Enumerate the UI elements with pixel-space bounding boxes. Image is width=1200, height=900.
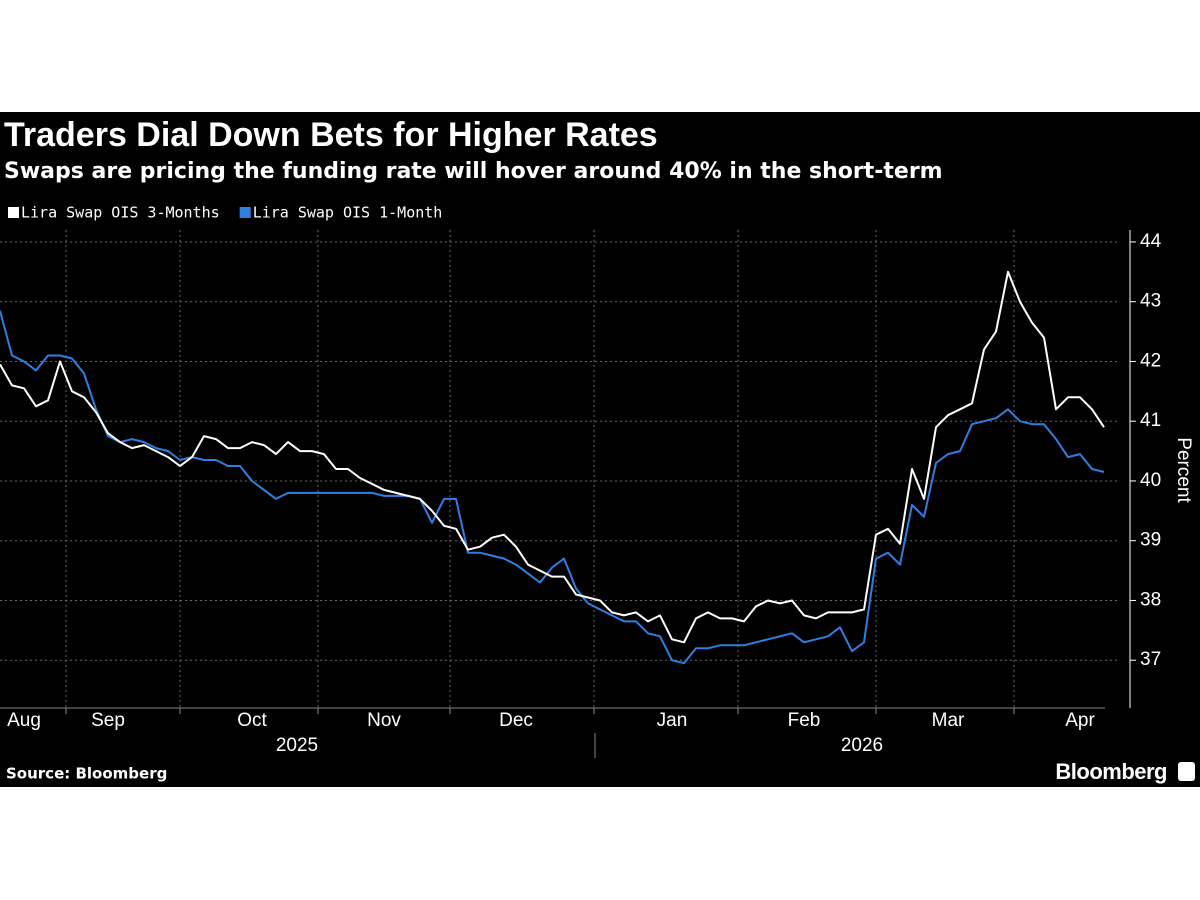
- source: Source: Bloomberg: [6, 765, 167, 783]
- y-tick-label: 40: [1140, 470, 1161, 491]
- legend-label: Lira Swap OIS 3-Months: [21, 204, 220, 222]
- legend-swatch: [8, 207, 19, 218]
- y-tick-label: 42: [1140, 350, 1161, 371]
- x-tick-label: Apr: [1065, 710, 1095, 731]
- legend-label: Lira Swap OIS 1-Month: [253, 204, 443, 222]
- year-label: 2026: [841, 735, 883, 756]
- x-tick-label: Aug: [7, 710, 41, 731]
- series-line: [0, 270, 1105, 644]
- chart-title: Traders Dial Down Bets for Higher Rates: [4, 116, 658, 154]
- x-tick-label: Mar: [932, 710, 965, 731]
- y-tick-label: 39: [1140, 530, 1161, 551]
- x-tick-label: Jan: [657, 710, 688, 731]
- series-line: [0, 310, 1105, 665]
- y-tick-label: 43: [1140, 291, 1161, 312]
- y-tick-label: 37: [1140, 649, 1161, 670]
- chart-subtitle: Swaps are pricing the funding rate will …: [4, 159, 943, 184]
- y-tick-label: 38: [1140, 589, 1161, 610]
- x-tick-label: Nov: [367, 710, 401, 731]
- x-tick-label: Feb: [788, 710, 821, 731]
- x-tick-label: Oct: [237, 710, 267, 731]
- y-tick-label: 44: [1140, 231, 1162, 252]
- y-tick-label: 41: [1140, 410, 1161, 431]
- brand-icon: [1178, 762, 1195, 781]
- x-tick-label: Dec: [499, 710, 533, 731]
- x-tick-label: Sep: [91, 710, 125, 731]
- branding: Bloomberg: [1055, 759, 1167, 784]
- legend-swatch: [239, 207, 251, 218]
- year-label: 2025: [276, 735, 318, 756]
- chart-background: [0, 112, 1200, 787]
- y-axis-label: Percent: [1173, 437, 1194, 503]
